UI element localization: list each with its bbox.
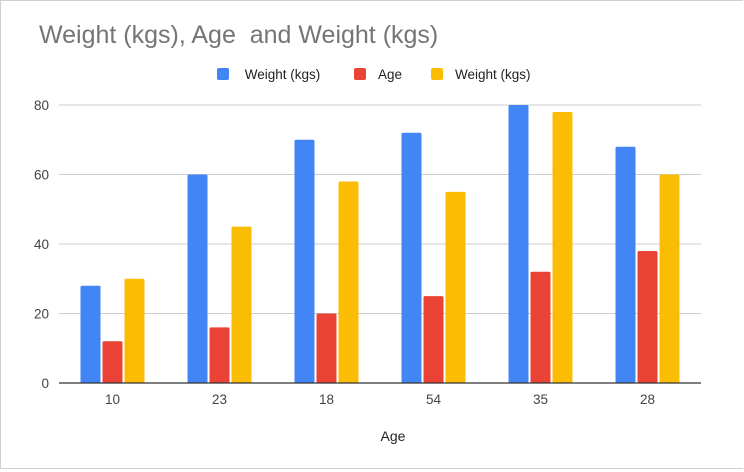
legend-label-weight-2: Weight (kgs) [455, 66, 531, 82]
x-tick-label-10: 10 [105, 392, 120, 407]
bar-series3-28 [659, 174, 680, 383]
legend-label-age: Age [378, 66, 403, 82]
bar-series2-23 [209, 327, 230, 383]
legend-item-weight-2[interactable]: Weight (kgs) [431, 63, 531, 85]
bar-series3-10 [124, 278, 145, 383]
y-tick-label-0: 0 [41, 376, 49, 391]
legend-item-weight-1[interactable]: Weight (kgs) [217, 63, 320, 85]
bar-series2-54 [423, 296, 444, 383]
chart-title: Weight (kgs), Age and Weight (kgs) [39, 21, 439, 49]
x-tick-label-54: 54 [426, 392, 442, 407]
bar-series3-18 [338, 181, 359, 383]
bar-series3-54 [445, 191, 466, 383]
bar-series2-18 [316, 313, 337, 383]
bar-series2-28 [637, 250, 658, 383]
bar-series1-18 [294, 139, 315, 383]
legend: Weight (kgs) Age Weight (kgs) [1, 63, 744, 85]
bar-series1-23 [187, 174, 208, 383]
x-tick-label-18: 18 [319, 392, 334, 407]
y-tick-label-60: 60 [34, 168, 49, 183]
bar-series1-54 [401, 132, 422, 383]
bar-series1-28 [615, 146, 636, 383]
y-tick-label-80: 80 [34, 98, 49, 113]
x-axis-title: Age [381, 428, 406, 444]
legend-swatch-age [354, 68, 366, 80]
bar-series3-23 [231, 226, 252, 383]
legend-swatch-weight-1 [217, 68, 229, 80]
legend-swatch-weight-2 [431, 68, 443, 80]
bar-series2-10 [102, 341, 123, 383]
x-tick-label-23: 23 [212, 392, 227, 407]
legend-item-age[interactable]: Age [354, 63, 402, 85]
bar-series1-35 [508, 105, 529, 383]
legend-label-weight-1: Weight (kgs) [241, 66, 321, 82]
bar-series3-35 [552, 111, 573, 383]
y-tick-label-20: 20 [34, 307, 49, 322]
x-tick-label-35: 35 [533, 392, 548, 407]
bar-series1-10 [80, 285, 101, 383]
bar-series2-35 [530, 271, 551, 383]
y-tick-label-40: 40 [34, 237, 49, 252]
x-tick-label-28: 28 [640, 392, 655, 407]
